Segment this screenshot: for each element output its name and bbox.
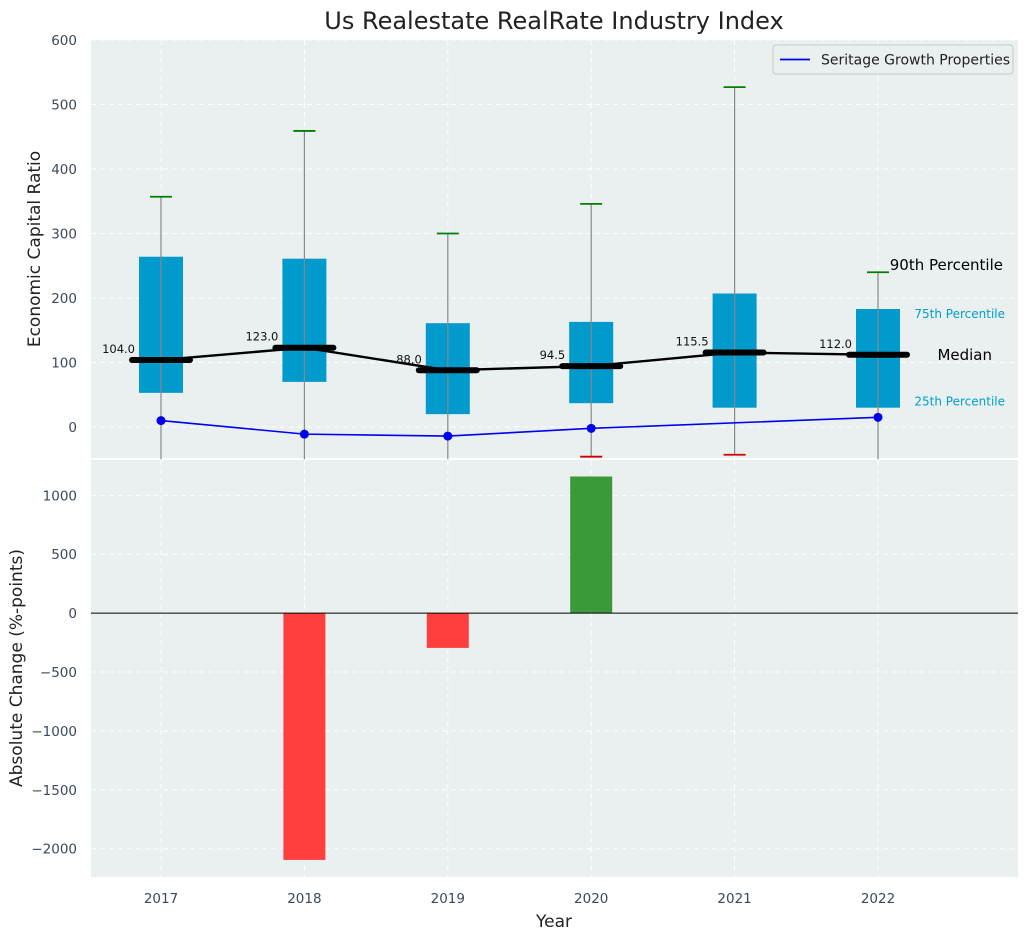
bar-group [283, 476, 613, 860]
percentile-label-median: Median [937, 346, 992, 364]
x-tick-label: 2021 [717, 891, 751, 907]
median-value-label: 88.0 [396, 352, 422, 366]
legend: Seritage Growth Properties [772, 44, 1014, 75]
bottom-y-tick-label: −1000 [31, 724, 77, 740]
bottom-y-tick-label: 1000 [43, 488, 77, 504]
bottom-y-ticks: −2000 −1500 −1000 −500 0 500 1000 [31, 488, 77, 857]
series-point [586, 423, 596, 433]
median-value-label: 115.5 [676, 335, 709, 349]
bottom-y-tick-label: −2000 [31, 842, 77, 858]
bottom-y-tick-label: −1500 [31, 783, 77, 799]
percentile-label-p90: 90th Percentile [890, 256, 1003, 274]
series-point [873, 412, 883, 422]
top-y-tick-label: 500 [51, 98, 77, 114]
percentile-labels: 90th Percentile 75th Percentile Median 25th… [890, 256, 1005, 408]
top-y-ticks: 0 100 200 300 400 500 600 [51, 33, 77, 436]
chart-title: Us Realestate RealRate Industry Index [324, 7, 783, 35]
bottom-y-axis-label: Absolute Change (%-points) [7, 549, 27, 787]
top-y-tick-label: 200 [51, 291, 77, 307]
percentile-label-p75: 75th Percentile [914, 307, 1005, 321]
x-tick-label: 2018 [287, 891, 321, 907]
series-point [443, 431, 453, 441]
top-y-axis-label: Economic Capital Ratio [25, 151, 45, 347]
series-point [156, 416, 166, 426]
x-tick-label: 2017 [144, 891, 178, 907]
x-tick-label: 2020 [574, 891, 608, 907]
median-value-label: 94.5 [540, 348, 566, 362]
top-y-tick-label: 0 [68, 420, 77, 436]
bottom-plot-area [91, 460, 1018, 877]
median-value-label: 123.0 [245, 330, 278, 344]
change-bar [426, 613, 469, 648]
top-y-tick-label: 600 [51, 33, 77, 49]
x-tick-label: 2022 [861, 891, 895, 907]
series-point [299, 429, 309, 439]
x-tick-label: 2019 [431, 891, 465, 907]
box-plot-group: 104.0 123.0 88.0 94.5 115.5 112.0 [102, 86, 910, 460]
top-y-tick-label: 300 [51, 227, 77, 243]
top-y-tick-label: 100 [51, 356, 77, 372]
x-ticks: 2017 2018 2019 2020 2021 2022 [144, 891, 895, 907]
bottom-y-tick-label: 0 [68, 606, 77, 622]
x-axis-label: Year [535, 912, 572, 932]
median-value-label: 112.0 [819, 337, 852, 351]
legend-box [772, 44, 1014, 75]
change-bar [283, 613, 326, 860]
legend-entry: Seritage Growth Properties [821, 53, 1010, 69]
bottom-y-tick-label: 500 [51, 547, 77, 563]
median-value-label: 104.0 [102, 342, 135, 356]
bottom-y-tick-label: −500 [40, 665, 77, 681]
top-y-tick-label: 400 [51, 162, 77, 178]
percentile-label-p25: 25th Percentile [914, 395, 1005, 409]
change-bar [570, 476, 613, 614]
series-group [156, 412, 883, 441]
